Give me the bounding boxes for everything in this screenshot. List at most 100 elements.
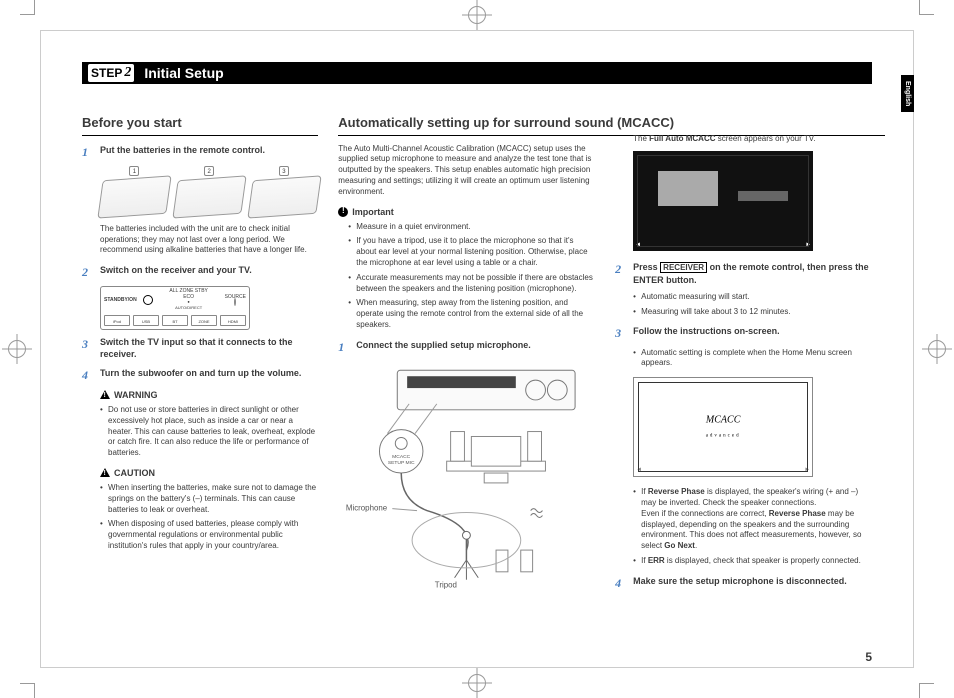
right-step-2: 2 Press RECEIVER on the remote control, … <box>615 261 872 286</box>
r-step-3-num: 3 <box>615 325 627 341</box>
err-post: is displayed, check that speaker is prop… <box>665 556 861 565</box>
remote-illustration: 1 2 3 <box>100 166 318 218</box>
warning-icon <box>100 390 110 399</box>
btn-usb: USB <box>133 315 159 326</box>
rev-phase-bullet: If Reverse Phase is displayed, the speak… <box>633 487 872 552</box>
rev-b3: Go Next <box>664 541 695 550</box>
step-3-text: Switch the TV input so that it connects … <box>100 336 318 360</box>
r-s2-bullets: Automatic measuring will start. Measurin… <box>633 292 872 318</box>
left-heading: Before you start <box>82 114 318 136</box>
step-4: 4 Turn the subwoofer on and turn up the … <box>82 367 318 383</box>
r-s2-b1: Automatic measuring will start. <box>633 292 872 303</box>
page-number: 5 <box>865 650 872 664</box>
step-4-text: Turn the subwoofer on and turn up the vo… <box>100 367 318 383</box>
r-step-3-text: Follow the instructions on-screen. <box>633 325 872 341</box>
caution-bullet-1: When inserting the batteries, make sure … <box>100 483 318 515</box>
mic-jack-label: MCACC <box>392 454 410 460</box>
tripod-label: Tripod <box>435 581 457 590</box>
microphone-label: Microphone <box>346 504 388 513</box>
tv-line-bold: Full Auto MCACC <box>649 134 715 143</box>
warning-head: WARNING <box>100 389 318 401</box>
rev-pre: If <box>641 487 648 496</box>
step-label: STEP <box>91 66 122 80</box>
important-icon: ! <box>338 207 348 217</box>
source-knob-icon <box>234 298 236 306</box>
receiver-top-illustration: STANDBY/ON ALL ZONE STBY ECO ● AUTO/DIRE… <box>100 286 250 330</box>
step-number: 2 <box>124 65 131 81</box>
tv2-corner-r: ► <box>804 466 810 474</box>
caution-bullet-2: When disposing of used batteries, please… <box>100 519 318 551</box>
language-tab: English <box>901 75 914 112</box>
col-mid: Automatically setting up for surround so… <box>338 114 595 599</box>
auto-label: AUTO/DIRECT <box>175 305 202 310</box>
step-3: 3 Switch the TV input so that it connect… <box>82 336 318 360</box>
btn-eq: iPod <box>104 315 130 326</box>
r-step-4-text: Make sure the setup microphone is discon… <box>633 575 872 591</box>
tv-screen-1: ◄ ► <box>633 151 813 251</box>
r-post-bullets: If Reverse Phase is displayed, the speak… <box>633 487 872 567</box>
mid-step-1-text: Connect the supplied setup microphone. <box>356 339 595 355</box>
tv-line-pre: The <box>633 134 649 143</box>
page-content: STEP 2 Initial Setup Before you start 1 … <box>82 62 872 638</box>
important-bullets: Measure in a quiet environment. If you h… <box>348 222 595 331</box>
warning-bullet-1: Do not use or store batteries in direct … <box>100 405 318 459</box>
r-s3-bullets: Automatic setting is complete when the H… <box>633 348 872 370</box>
imp-b1: Measure in a quiet environment. <box>348 222 595 233</box>
tv-line-post: screen appears on your TV. <box>716 134 816 143</box>
r-s3-b1: Automatic setting is complete when the H… <box>633 348 872 370</box>
err-pre: If <box>641 556 648 565</box>
r-step-2-num: 2 <box>615 261 627 286</box>
mid-step-1: 1 Connect the supplied setup microphone. <box>338 339 595 355</box>
caution-label: CAUTION <box>114 467 155 479</box>
right-step-4: 4 Make sure the setup microphone is disc… <box>615 575 872 591</box>
step-2-text: Switch on the receiver and your TV. <box>100 264 318 280</box>
right-step-3: 3 Follow the instructions on-screen. <box>615 325 872 341</box>
receiver-boxed: RECEIVER <box>660 262 707 273</box>
panel-num-1: 1 <box>129 166 139 176</box>
caution-head: CAUTION <box>100 467 318 479</box>
battery-note: The batteries included with the unit are… <box>100 224 318 256</box>
standby-label: STANDBY/ON <box>104 297 137 304</box>
step-badge: STEP 2 <box>88 64 134 82</box>
step-2: 2 Switch on the receiver and your TV. <box>82 264 318 280</box>
tv2-corner-l: ◄ <box>636 466 642 474</box>
caution-icon <box>100 468 110 477</box>
banner-title: Initial Setup <box>144 65 223 81</box>
caution-bullets: When inserting the batteries, make sure … <box>100 483 318 552</box>
step-4-num: 4 <box>82 367 94 383</box>
panel-num-3: 3 <box>279 166 289 176</box>
step-1-num: 1 <box>82 144 94 160</box>
step-1: 1 Put the batteries in the remote contro… <box>82 144 318 160</box>
btn-home: HDMI <box>220 315 246 326</box>
mid-intro: The Auto Multi-Channel Acoustic Calibrat… <box>338 144 595 198</box>
err-bold: ERR <box>648 556 665 565</box>
important-head: ! Important <box>338 206 595 218</box>
svg-text:SETUP MIC: SETUP MIC <box>388 460 415 466</box>
mid-step-1-num: 1 <box>338 339 350 355</box>
r-s2-b2: Measuring will take about 3 to 12 minute… <box>633 307 872 318</box>
col-left: Before you start 1 Put the batteries in … <box>82 114 318 599</box>
err-bullet: If ERR is displayed, check that speaker … <box>633 556 872 567</box>
tv2-adv: advanced <box>706 433 741 438</box>
rev-b1: Reverse Phase <box>648 487 705 496</box>
rev-b2: Reverse Phase <box>769 509 826 518</box>
power-icon <box>143 295 153 305</box>
btn-zone: ZONE <box>191 315 217 326</box>
btn-bt: BT <box>162 315 188 326</box>
columns: Before you start 1 Put the batteries in … <box>82 114 872 599</box>
tv-line: The Full Auto MCACC screen appears on yo… <box>633 134 872 145</box>
tv1-corner-r: ► <box>805 241 811 249</box>
rev-post: . <box>695 541 697 550</box>
r-s2-pre: Press <box>633 262 660 272</box>
step-3-num: 3 <box>82 336 94 360</box>
setup-diagram: MCACC SETUP MIC <box>338 361 595 591</box>
col-right: The Full Auto MCACC screen appears on yo… <box>615 114 872 599</box>
imp-b2: If you have a tripod, use it to place th… <box>348 236 595 268</box>
warning-label: WARNING <box>114 389 158 401</box>
warning-bullets: Do not use or store batteries in direct … <box>100 405 318 459</box>
tv1-corner-l: ◄ <box>635 241 641 249</box>
important-label: Important <box>352 206 394 218</box>
step-2-num: 2 <box>82 264 94 280</box>
tv-screen-2: MCACC advanced ◄ ► <box>633 377 813 477</box>
imp-b4: When measuring, step away from the liste… <box>348 298 595 330</box>
